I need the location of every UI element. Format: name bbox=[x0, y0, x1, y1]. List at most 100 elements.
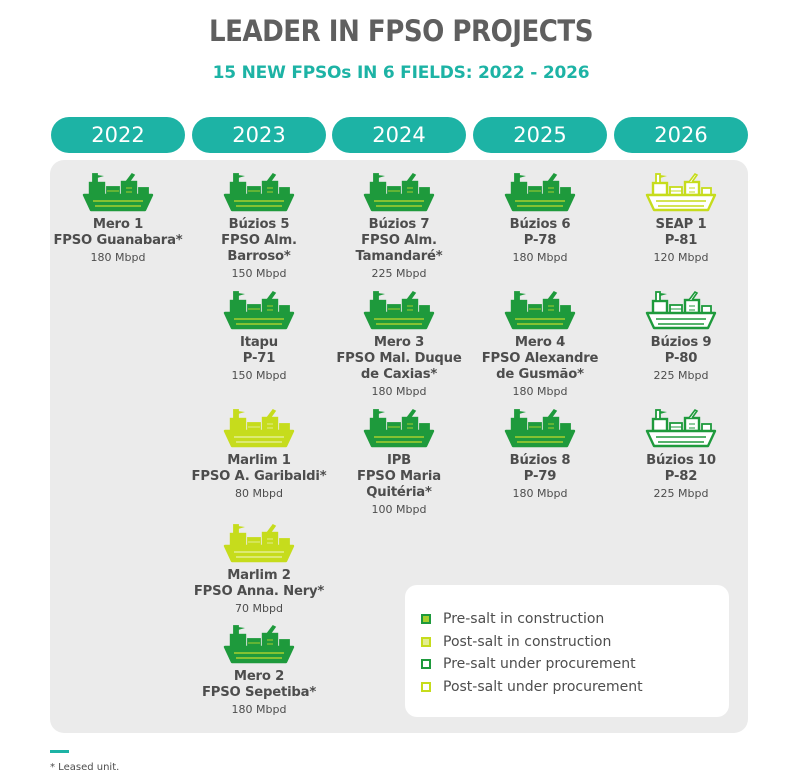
fpso-unit-name: Búzios 7 FPSO Alm. Tamandaré* bbox=[329, 217, 469, 265]
fpso-unit-capacity: 120 Mbpd bbox=[653, 251, 709, 264]
fpso-unit-name-line: Marlim 1 bbox=[227, 453, 291, 468]
fpso-unit-name-line: Mero 3 bbox=[373, 335, 425, 350]
fpso-ship-icon bbox=[504, 172, 576, 212]
fpso-unit: Búzios 9 P-80 225 Mbpd bbox=[611, 288, 751, 383]
year-tab-2024: 2024 bbox=[332, 117, 466, 153]
fpso-unit-name-line: FPSO Alm. bbox=[361, 233, 437, 248]
fpso-ship-icon bbox=[504, 290, 576, 330]
fpso-ship-icon bbox=[645, 172, 717, 212]
legend-swatch bbox=[421, 614, 431, 624]
fpso-ship-icon bbox=[82, 172, 154, 212]
fpso-unit-name-line: de Caxias* bbox=[360, 367, 438, 382]
legend-item: Pre-salt in construction bbox=[421, 609, 604, 629]
year-tab-2026: 2026 bbox=[614, 117, 748, 153]
fpso-unit-name-line: Búzios 10 bbox=[646, 453, 716, 468]
fpso-unit-name-line: Búzios 7 bbox=[368, 217, 430, 232]
fpso-ship-icon bbox=[223, 408, 295, 448]
fpso-unit-name-line: Itapu bbox=[240, 335, 278, 350]
fpso-unit-name: Búzios 10 P-82 bbox=[611, 453, 751, 485]
fpso-ship-icon bbox=[223, 290, 295, 330]
fpso-unit-name-line: FPSO Maria bbox=[357, 469, 441, 484]
fpso-unit-name-line: FPSO Alexandre bbox=[481, 351, 599, 366]
fpso-unit-name-line: FPSO Anna. Nery* bbox=[193, 584, 325, 599]
fpso-unit-name: Marlim 1 FPSO A. Garibaldi* bbox=[189, 453, 329, 485]
fpso-unit-capacity: 180 Mbpd bbox=[90, 251, 146, 264]
fpso-unit: Búzios 5 FPSO Alm. Barroso* 150 Mbpd bbox=[189, 170, 329, 281]
legend-label: Pre-salt under procurement bbox=[443, 656, 636, 672]
fpso-unit-name-line: SEAP 1 bbox=[655, 217, 707, 232]
fpso-unit-name: Marlim 2 FPSO Anna. Nery* bbox=[189, 568, 329, 600]
fpso-unit-name-line: Quitéria* bbox=[366, 485, 432, 500]
fpso-unit-name-line: Tamandaré* bbox=[355, 249, 443, 264]
fpso-unit-name-line: Búzios 9 bbox=[650, 335, 712, 350]
fpso-unit: Itapu P-71 150 Mbpd bbox=[189, 288, 329, 383]
legend-label: Post-salt under procurement bbox=[443, 679, 643, 695]
fpso-unit: Mero 1 FPSO Guanabara* 180 Mbpd bbox=[48, 170, 188, 265]
fpso-unit-name: SEAP 1 P-81 bbox=[611, 217, 751, 249]
legend-item: Post-salt in construction bbox=[421, 632, 611, 652]
fpso-unit: Mero 4 FPSO Alexandre de Gusmão* 180 Mbpd bbox=[470, 288, 610, 399]
fpso-unit-name-line: IPB bbox=[386, 453, 412, 468]
legend-label: Pre-salt in construction bbox=[443, 611, 605, 627]
fpso-unit-name: Búzios 5 FPSO Alm. Barroso* bbox=[189, 217, 329, 265]
page-subtitle: 15 NEW FPSOs IN 6 FIELDS: 2022 - 2026 bbox=[212, 63, 590, 83]
year-tab-2023: 2023 bbox=[192, 117, 326, 153]
fpso-ship-icon bbox=[645, 408, 717, 448]
legend-item: Pre-salt under procurement bbox=[421, 654, 636, 674]
fpso-unit-name-line: P-80 bbox=[664, 351, 698, 366]
fpso-unit-name: Búzios 8 P-79 bbox=[470, 453, 610, 485]
fpso-unit-name-line: FPSO Guanabara* bbox=[53, 233, 183, 248]
fpso-unit-name-line: FPSO A. Garibaldi* bbox=[191, 469, 327, 484]
fpso-unit-capacity: 225 Mbpd bbox=[653, 369, 709, 382]
fpso-unit-name: Búzios 6 P-78 bbox=[470, 217, 610, 249]
legend: Pre-salt in construction Post-salt in con… bbox=[405, 585, 729, 717]
fpso-ship-icon bbox=[645, 290, 717, 330]
fpso-unit-name-line: Mero 4 bbox=[514, 335, 566, 350]
fpso-unit-name-line: Búzios 8 bbox=[509, 453, 571, 468]
footnote-rule bbox=[50, 750, 69, 753]
fpso-unit-name-line: Marlim 2 bbox=[227, 568, 291, 583]
fpso-ship-icon bbox=[223, 523, 295, 563]
fpso-unit-name-line: Búzios 6 bbox=[509, 217, 571, 232]
fpso-unit-name: Itapu P-71 bbox=[189, 335, 329, 367]
fpso-unit: Búzios 8 P-79 180 Mbpd bbox=[470, 406, 610, 501]
fpso-unit: Búzios 6 P-78 180 Mbpd bbox=[470, 170, 610, 265]
fpso-unit-capacity: 225 Mbpd bbox=[653, 487, 709, 500]
legend-item: Post-salt under procurement bbox=[421, 677, 643, 697]
fpso-unit-name-line: P-78 bbox=[523, 233, 557, 248]
fpso-unit-name-line: FPSO Mal. Duque bbox=[336, 351, 462, 366]
fpso-unit-capacity: 180 Mbpd bbox=[371, 385, 427, 398]
fpso-unit-capacity: 80 Mbpd bbox=[235, 487, 283, 500]
fpso-unit-name-line: Búzios 5 bbox=[228, 217, 290, 232]
fpso-ship-icon bbox=[504, 408, 576, 448]
legend-swatch bbox=[421, 682, 431, 692]
fpso-unit-capacity: 150 Mbpd bbox=[231, 267, 287, 280]
fpso-unit-capacity: 150 Mbpd bbox=[231, 369, 287, 382]
page-title: LEADER IN FPSO PROJECTS bbox=[208, 14, 594, 48]
fpso-unit-capacity: 180 Mbpd bbox=[512, 385, 568, 398]
fpso-unit-name: Mero 4 FPSO Alexandre de Gusmão* bbox=[470, 335, 610, 383]
fpso-ship-icon bbox=[223, 624, 295, 664]
legend-swatch bbox=[421, 659, 431, 669]
fpso-unit: Búzios 10 P-82 225 Mbpd bbox=[611, 406, 751, 501]
fpso-unit-name-line: FPSO Sepetiba* bbox=[201, 685, 317, 700]
fpso-unit: Mero 3 FPSO Mal. Duque de Caxias* 180 Mbpd bbox=[329, 288, 469, 399]
fpso-unit-capacity: 180 Mbpd bbox=[512, 487, 568, 500]
fpso-unit: Marlim 2 FPSO Anna. Nery* 70 Mbpd bbox=[189, 521, 329, 616]
fpso-unit-capacity: 70 Mbpd bbox=[235, 602, 283, 615]
fpso-unit-name-line: Mero 2 bbox=[233, 669, 285, 684]
fpso-unit-name-line: P-79 bbox=[523, 469, 557, 484]
footnote: * Leased unit. bbox=[50, 762, 120, 773]
legend-swatch bbox=[421, 637, 431, 647]
fpso-unit-name: Mero 3 FPSO Mal. Duque de Caxias* bbox=[329, 335, 469, 383]
fpso-unit-name-line: de Gusmão* bbox=[496, 367, 584, 382]
fpso-unit: IPB FPSO Maria Quitéria* 100 Mbpd bbox=[329, 406, 469, 517]
fpso-unit: Mero 2 FPSO Sepetiba* 180 Mbpd bbox=[189, 622, 329, 717]
fpso-ship-icon bbox=[363, 172, 435, 212]
fpso-unit-name-line: P-82 bbox=[664, 469, 698, 484]
fpso-unit-capacity: 225 Mbpd bbox=[371, 267, 427, 280]
fpso-unit: Búzios 7 FPSO Alm. Tamandaré* 225 Mbpd bbox=[329, 170, 469, 281]
fpso-unit-capacity: 180 Mbpd bbox=[231, 703, 287, 716]
fpso-unit-name-line: P-71 bbox=[242, 351, 276, 366]
fpso-unit-name: Búzios 9 P-80 bbox=[611, 335, 751, 367]
